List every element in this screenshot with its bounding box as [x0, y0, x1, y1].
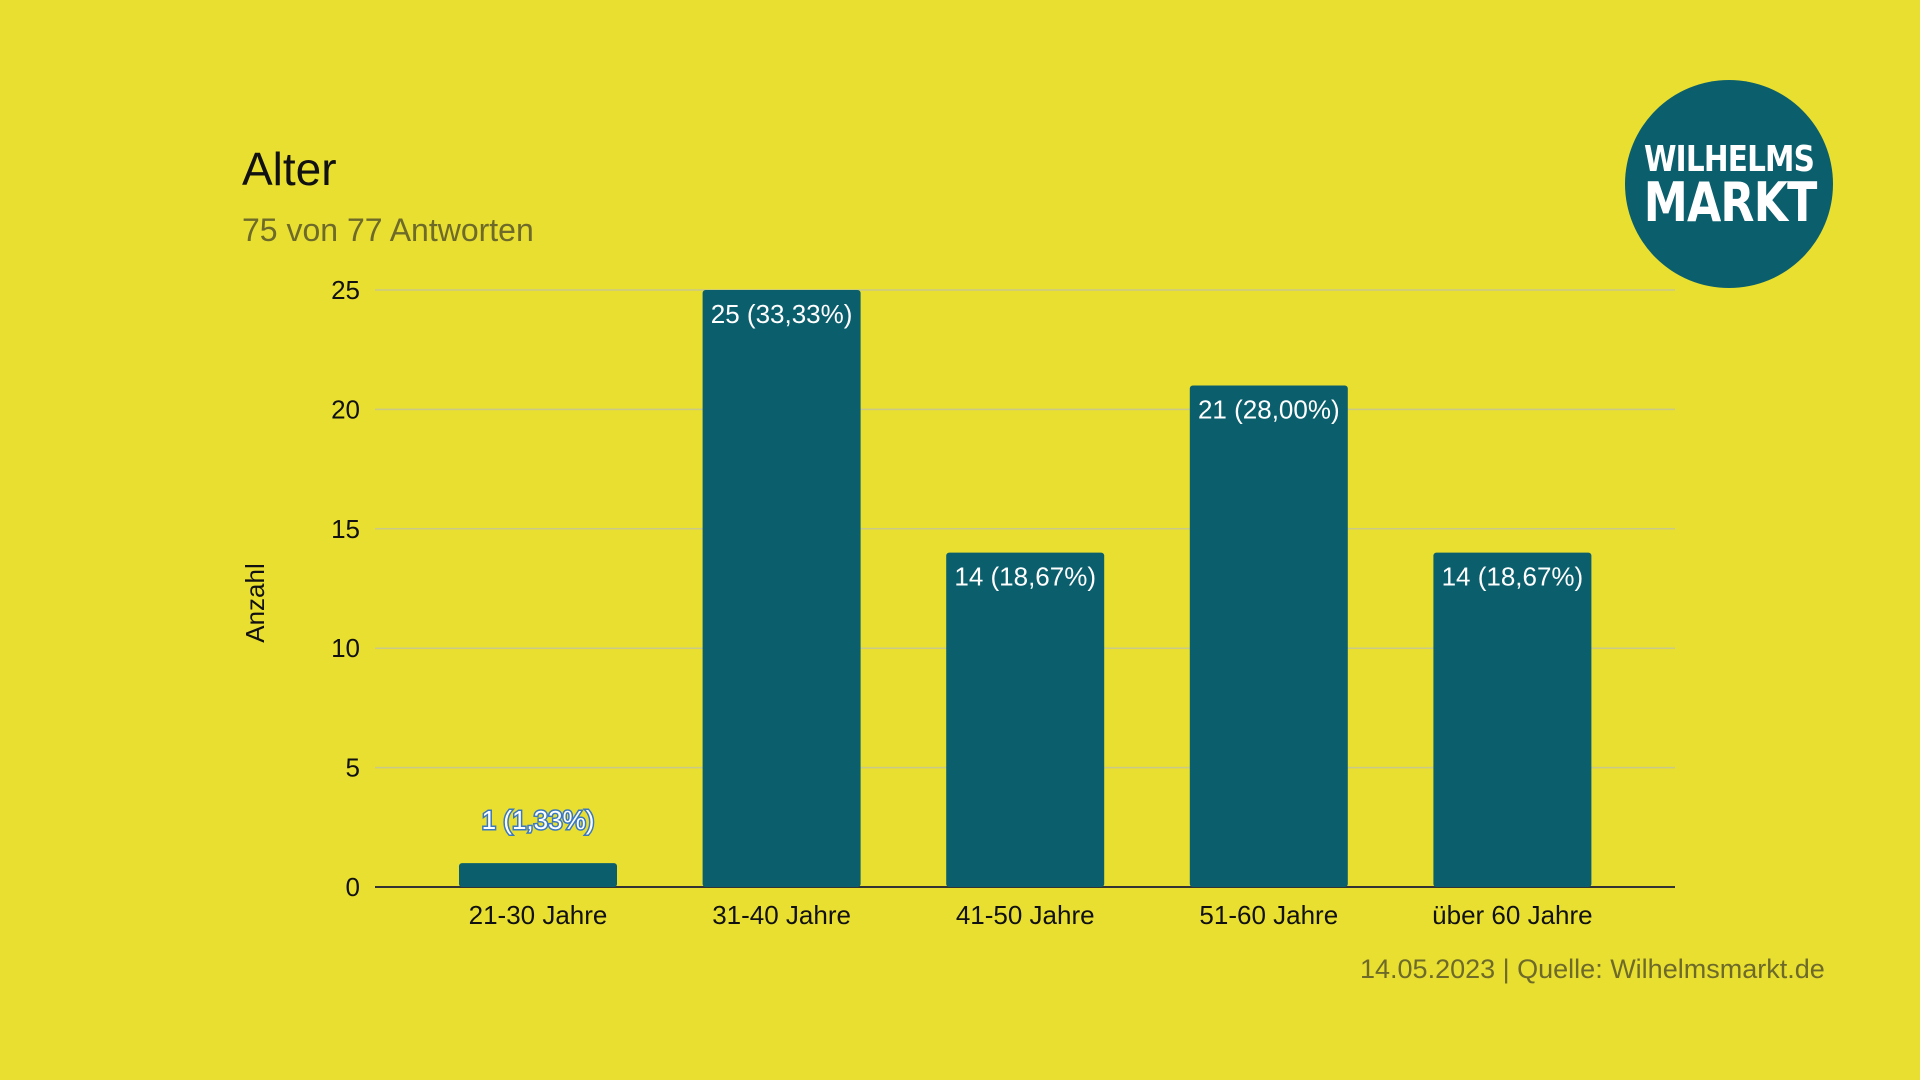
chart-title: Alter [242, 143, 337, 195]
y-tick-label: 15 [331, 514, 360, 544]
y-tick-label: 25 [331, 275, 360, 305]
x-tick-label: 21-30 Jahre [469, 900, 608, 930]
x-tick-label: 51-60 Jahre [1199, 900, 1338, 930]
x-tick-label: 41-50 Jahre [956, 900, 1095, 930]
data-label: 21 (28,00%) [1198, 395, 1340, 425]
source-footer: 14.05.2023 | Quelle: Wilhelmsmarkt.de [1360, 954, 1825, 984]
data-label: 1 (1,33%) [482, 805, 595, 835]
wilhelmsmarkt-logo: WILHELMS MARKT [1625, 80, 1833, 288]
bar [946, 552, 1105, 887]
x-axis-categories: 21-30 Jahre 31-40 Jahre 41-50 Jahre 51-60 J… [469, 900, 1593, 930]
y-tick-label: 5 [346, 753, 360, 783]
data-label: 25 (33,33%) [711, 299, 853, 329]
x-tick-label: 31-40 Jahre [712, 900, 851, 930]
data-label: 14 (18,67%) [954, 562, 1096, 592]
data-label: 14 (18,67%) [1442, 562, 1584, 592]
logo-line-1: WILHELMS [1643, 139, 1815, 180]
y-axis-label: Anzahl [240, 563, 270, 643]
y-tick-label: 20 [331, 394, 360, 424]
bar [1189, 385, 1348, 887]
y-tick-label: 0 [346, 872, 360, 902]
bar [459, 863, 617, 887]
logo-line-2: MARKT [1643, 171, 1818, 234]
x-tick-label: über 60 Jahre [1432, 900, 1592, 930]
chart-subtitle: 75 von 77 Antworten [242, 212, 534, 248]
bars [459, 290, 1592, 887]
y-axis-ticks: 0 5 10 15 20 25 [331, 275, 360, 902]
bar [702, 290, 861, 887]
bar [1433, 552, 1592, 887]
y-tick-label: 10 [331, 633, 360, 663]
data-labels: 1 (1,33%) 25 (33,33%) 14 (18,67%) 21 (28,00… [480, 299, 1584, 837]
